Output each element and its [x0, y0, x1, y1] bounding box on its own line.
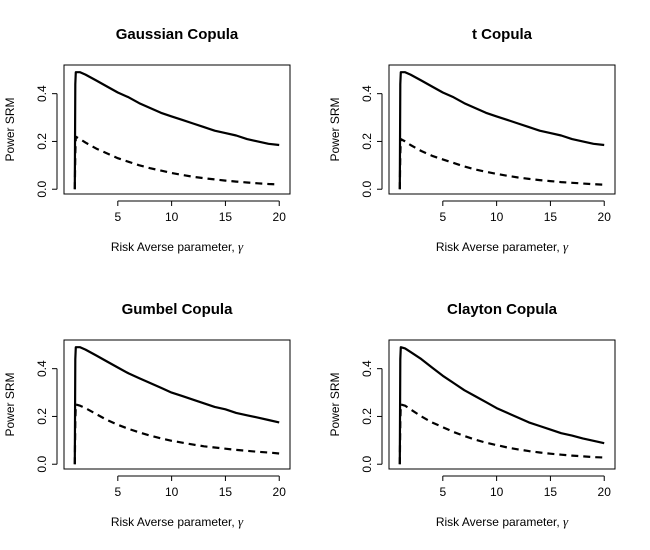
gamma-symbol: γ	[563, 239, 569, 254]
y-tick-label: 0.2	[360, 133, 374, 150]
dashed-series-line	[398, 403, 605, 465]
y-tick-label: 0.4	[360, 85, 374, 102]
x-tick-label: 20	[598, 485, 612, 499]
y-tick-label: 0.0	[35, 456, 49, 473]
x-tick-label: 15	[544, 485, 558, 499]
dashed-series-line	[73, 135, 280, 190]
chart-title: Gumbel Copula	[122, 301, 233, 318]
y-tick-label: 0.2	[360, 408, 374, 425]
x-tick-label: 10	[165, 210, 179, 224]
dashed-series-line	[398, 138, 605, 190]
y-tick-label: 0.0	[360, 181, 374, 198]
x-tick-label: 15	[544, 210, 558, 224]
solid-series-line	[398, 346, 605, 465]
solid-series-line	[73, 346, 280, 465]
y-axis-label: Power SRM	[3, 97, 17, 161]
y-tick-label: 0.4	[35, 85, 49, 102]
y-tick-label: 0.2	[35, 408, 49, 425]
chart-title: Gaussian Copula	[116, 26, 239, 43]
solid-series-line	[73, 71, 280, 190]
y-tick-label: 0.0	[360, 456, 374, 473]
gamma-symbol: γ	[238, 239, 244, 254]
x-tick-label: 5	[439, 485, 446, 499]
x-tick-label: 5	[439, 210, 446, 224]
x-axis-label: Risk Averse parameter, γ	[436, 514, 569, 529]
x-tick-label: 20	[273, 485, 287, 499]
y-axis-label: Power SRM	[328, 372, 342, 436]
x-tick-label: 15	[219, 210, 233, 224]
dashed-series-line	[73, 403, 280, 465]
y-tick-label: 0.4	[35, 360, 49, 377]
x-tick-label: 20	[598, 210, 612, 224]
x-tick-label: 20	[273, 210, 287, 224]
y-axis-label: Power SRM	[328, 97, 342, 161]
panel-3: Gumbel Copula 5 10 15 20 0.0 0.2 0.4 Power SRM Ri…	[3, 301, 291, 529]
gamma-symbol: γ	[563, 514, 569, 529]
x-tick-label: 5	[114, 485, 121, 499]
y-tick-label: 0.0	[35, 181, 49, 198]
panel-4: Clayton Copula 5 10 15 20 0.0 0.2 0.4 Power SRM R…	[328, 301, 616, 529]
x-tick-label: 10	[490, 210, 504, 224]
panel-2: t Copula 5 10 15 20 0.0 0.2 0.4 Power SRM Risk Av…	[328, 26, 616, 254]
x-tick-label: 10	[490, 485, 504, 499]
y-tick-label: 0.2	[35, 133, 49, 150]
panel-1: Gaussian Copula 5 10 15 20 0.0 0.2 0.4 Power SRM…	[3, 26, 291, 254]
y-tick-label: 0.4	[360, 360, 374, 377]
x-axis-label: Risk Averse parameter, γ	[111, 514, 244, 529]
chart-title: t Copula	[472, 26, 533, 43]
x-tick-label: 5	[114, 210, 121, 224]
plot-frame	[388, 64, 616, 195]
plot-frame	[63, 339, 291, 470]
x-axis-label: Risk Averse parameter, γ	[111, 239, 244, 254]
plot-frame	[63, 64, 291, 195]
gamma-symbol: γ	[238, 514, 244, 529]
x-tick-label: 10	[165, 485, 179, 499]
plot-frame	[388, 339, 616, 470]
chart-title: Clayton Copula	[447, 301, 558, 318]
solid-series-line	[398, 71, 605, 190]
x-tick-label: 15	[219, 485, 233, 499]
y-axis-label: Power SRM	[3, 372, 17, 436]
x-axis-label: Risk Averse parameter, γ	[436, 239, 569, 254]
